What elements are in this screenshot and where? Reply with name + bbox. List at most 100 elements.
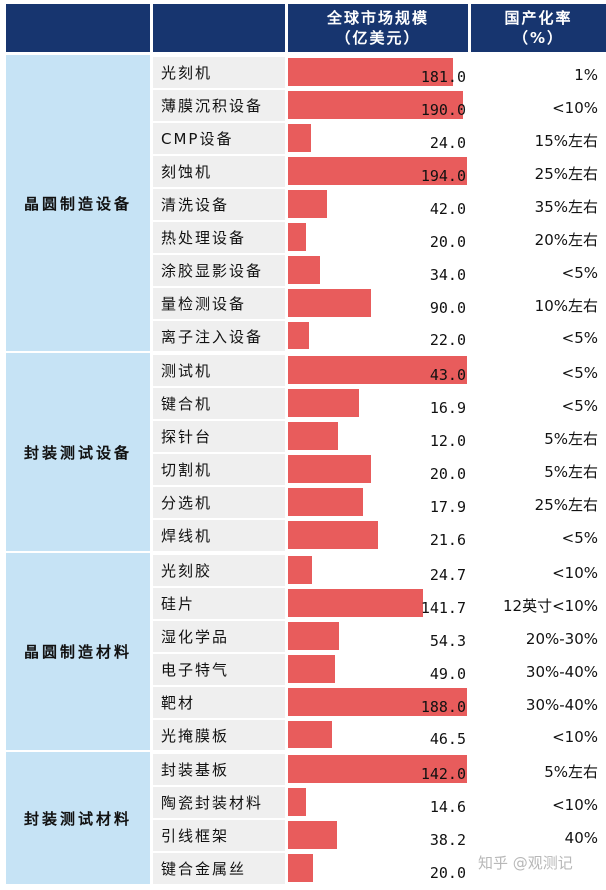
header-item (153, 4, 285, 52)
header-market-size-unit: （亿美元） (335, 29, 421, 47)
row-item-name: 光刻机 (153, 57, 285, 88)
data-bar (288, 688, 467, 716)
header-rate-title: 国产化率 (504, 9, 573, 27)
market-size-value: 194.0 (420, 166, 466, 185)
market-size-value: 20.0 (429, 863, 466, 882)
localization-rate: 30%-40% (525, 662, 598, 681)
row-item-name: 清洗设备 (153, 189, 285, 220)
data-bar (288, 322, 309, 349)
localization-rate: 25%左右 (534, 165, 598, 183)
group-wafer-materials: 晶圆制造材料 (6, 553, 150, 750)
market-size-value: 14.6 (429, 797, 466, 816)
market-size-value: 90.0 (429, 298, 466, 317)
localization-rate: 12英寸<10% (503, 597, 598, 615)
row-item-name: 刻蚀机 (153, 156, 285, 187)
data-bar (288, 58, 453, 86)
localization-rate: 20%左右 (534, 231, 598, 249)
data-bar (288, 788, 306, 816)
data-bar (288, 556, 312, 584)
row-item-name: 薄膜沉积设备 (153, 90, 285, 121)
data-bar (288, 422, 338, 450)
localization-rate: <5% (561, 263, 598, 282)
market-size-value: 141.7 (420, 598, 466, 617)
localization-rate: <10% (552, 795, 598, 814)
localization-rate: <5% (561, 528, 598, 547)
data-bar (288, 91, 463, 119)
row-item-name: 切割机 (153, 454, 285, 485)
localization-rate: 35%左右 (534, 198, 598, 216)
row-item-name: 湿化学品 (153, 621, 285, 652)
market-size-value: 181.0 (420, 67, 466, 86)
group-packaging-materials: 封装测试材料 (6, 752, 150, 884)
market-size-value: 24.0 (429, 133, 466, 152)
data-bar (288, 389, 359, 417)
data-bar (288, 488, 363, 516)
market-size-value: 20.0 (429, 464, 466, 483)
localization-rate: <5% (561, 329, 598, 347)
row-item-name: 封装基板 (153, 754, 285, 785)
market-size-value: 38.2 (429, 830, 466, 849)
header-category (6, 4, 150, 52)
row-item-name: 离子注入设备 (153, 321, 285, 351)
row-item-name: 硅片 (153, 588, 285, 619)
localization-rate: <10% (552, 563, 598, 582)
market-size-value: 20.0 (429, 232, 466, 251)
group-packaging-equipment: 封装测试设备 (6, 353, 150, 551)
row-item-name: 引线框架 (153, 820, 285, 851)
localization-rate: <5% (561, 363, 598, 382)
data-bar (288, 721, 332, 748)
localization-rate: 5%左右 (544, 430, 598, 448)
data-bar (288, 356, 467, 384)
row-item-name: 涂胶显影设备 (153, 255, 285, 286)
market-size-value: 42.0 (429, 199, 466, 218)
market-size-value: 22.0 (429, 331, 466, 349)
data-bar (288, 521, 378, 549)
market-size-value: 46.5 (429, 730, 466, 748)
market-size-value: 34.0 (429, 265, 466, 284)
market-size-value: 43.0 (429, 365, 466, 384)
row-item-name: 陶瓷封装材料 (153, 787, 285, 818)
row-item-name: 键合机 (153, 388, 285, 419)
row-item-name: 键合金属丝 (153, 853, 285, 884)
market-size-value: 49.0 (429, 664, 466, 683)
row-item-name: 探针台 (153, 421, 285, 452)
data-bar (288, 256, 320, 284)
watermark: 知乎 @观测记 (478, 854, 573, 872)
market-size-value: 21.6 (429, 530, 466, 549)
market-size-value: 16.9 (429, 398, 466, 417)
localization-rate: 1% (574, 65, 598, 84)
localization-rate: 40% (564, 828, 598, 847)
localization-rate: 10%左右 (534, 297, 598, 315)
data-bar (288, 854, 313, 882)
row-item-name: 光刻胶 (153, 555, 285, 586)
data-bar (288, 157, 467, 185)
row-item-name: 量检测设备 (153, 288, 285, 319)
market-size-value: 24.7 (429, 565, 466, 584)
row-item-name: 电子特气 (153, 654, 285, 685)
row-item-name: 热处理设备 (153, 222, 285, 253)
group-wafer-equipment: 晶圆制造设备 (6, 55, 150, 351)
row-item-name: 焊线机 (153, 520, 285, 551)
localization-rate: 20%-30% (525, 629, 598, 648)
data-bar (288, 655, 335, 683)
market-size-value: 188.0 (420, 697, 466, 716)
localization-rate: 25%左右 (534, 496, 598, 514)
data-bar (288, 755, 467, 783)
market-size-value: 190.0 (420, 100, 466, 119)
row-item-name: 测试机 (153, 355, 285, 386)
header-market-size: 全球市场规模 （亿美元） (288, 4, 468, 52)
market-size-value: 12.0 (429, 431, 466, 450)
data-bar (288, 589, 423, 617)
header-localization-rate: 国产化率 （%） (471, 4, 606, 52)
localization-rate: 5%左右 (544, 463, 598, 481)
row-item-name: CMP设备 (153, 123, 285, 154)
data-bar (288, 190, 327, 218)
data-bar (288, 289, 371, 317)
market-size-value: 142.0 (420, 764, 466, 783)
data-bar (288, 622, 339, 650)
row-item-name: 光掩膜板 (153, 720, 285, 750)
localization-rate: 15%左右 (534, 132, 598, 150)
market-size-value: 54.3 (429, 631, 466, 650)
localization-rate: <10% (552, 98, 598, 117)
header-market-size-title: 全球市场规模 (326, 9, 429, 27)
